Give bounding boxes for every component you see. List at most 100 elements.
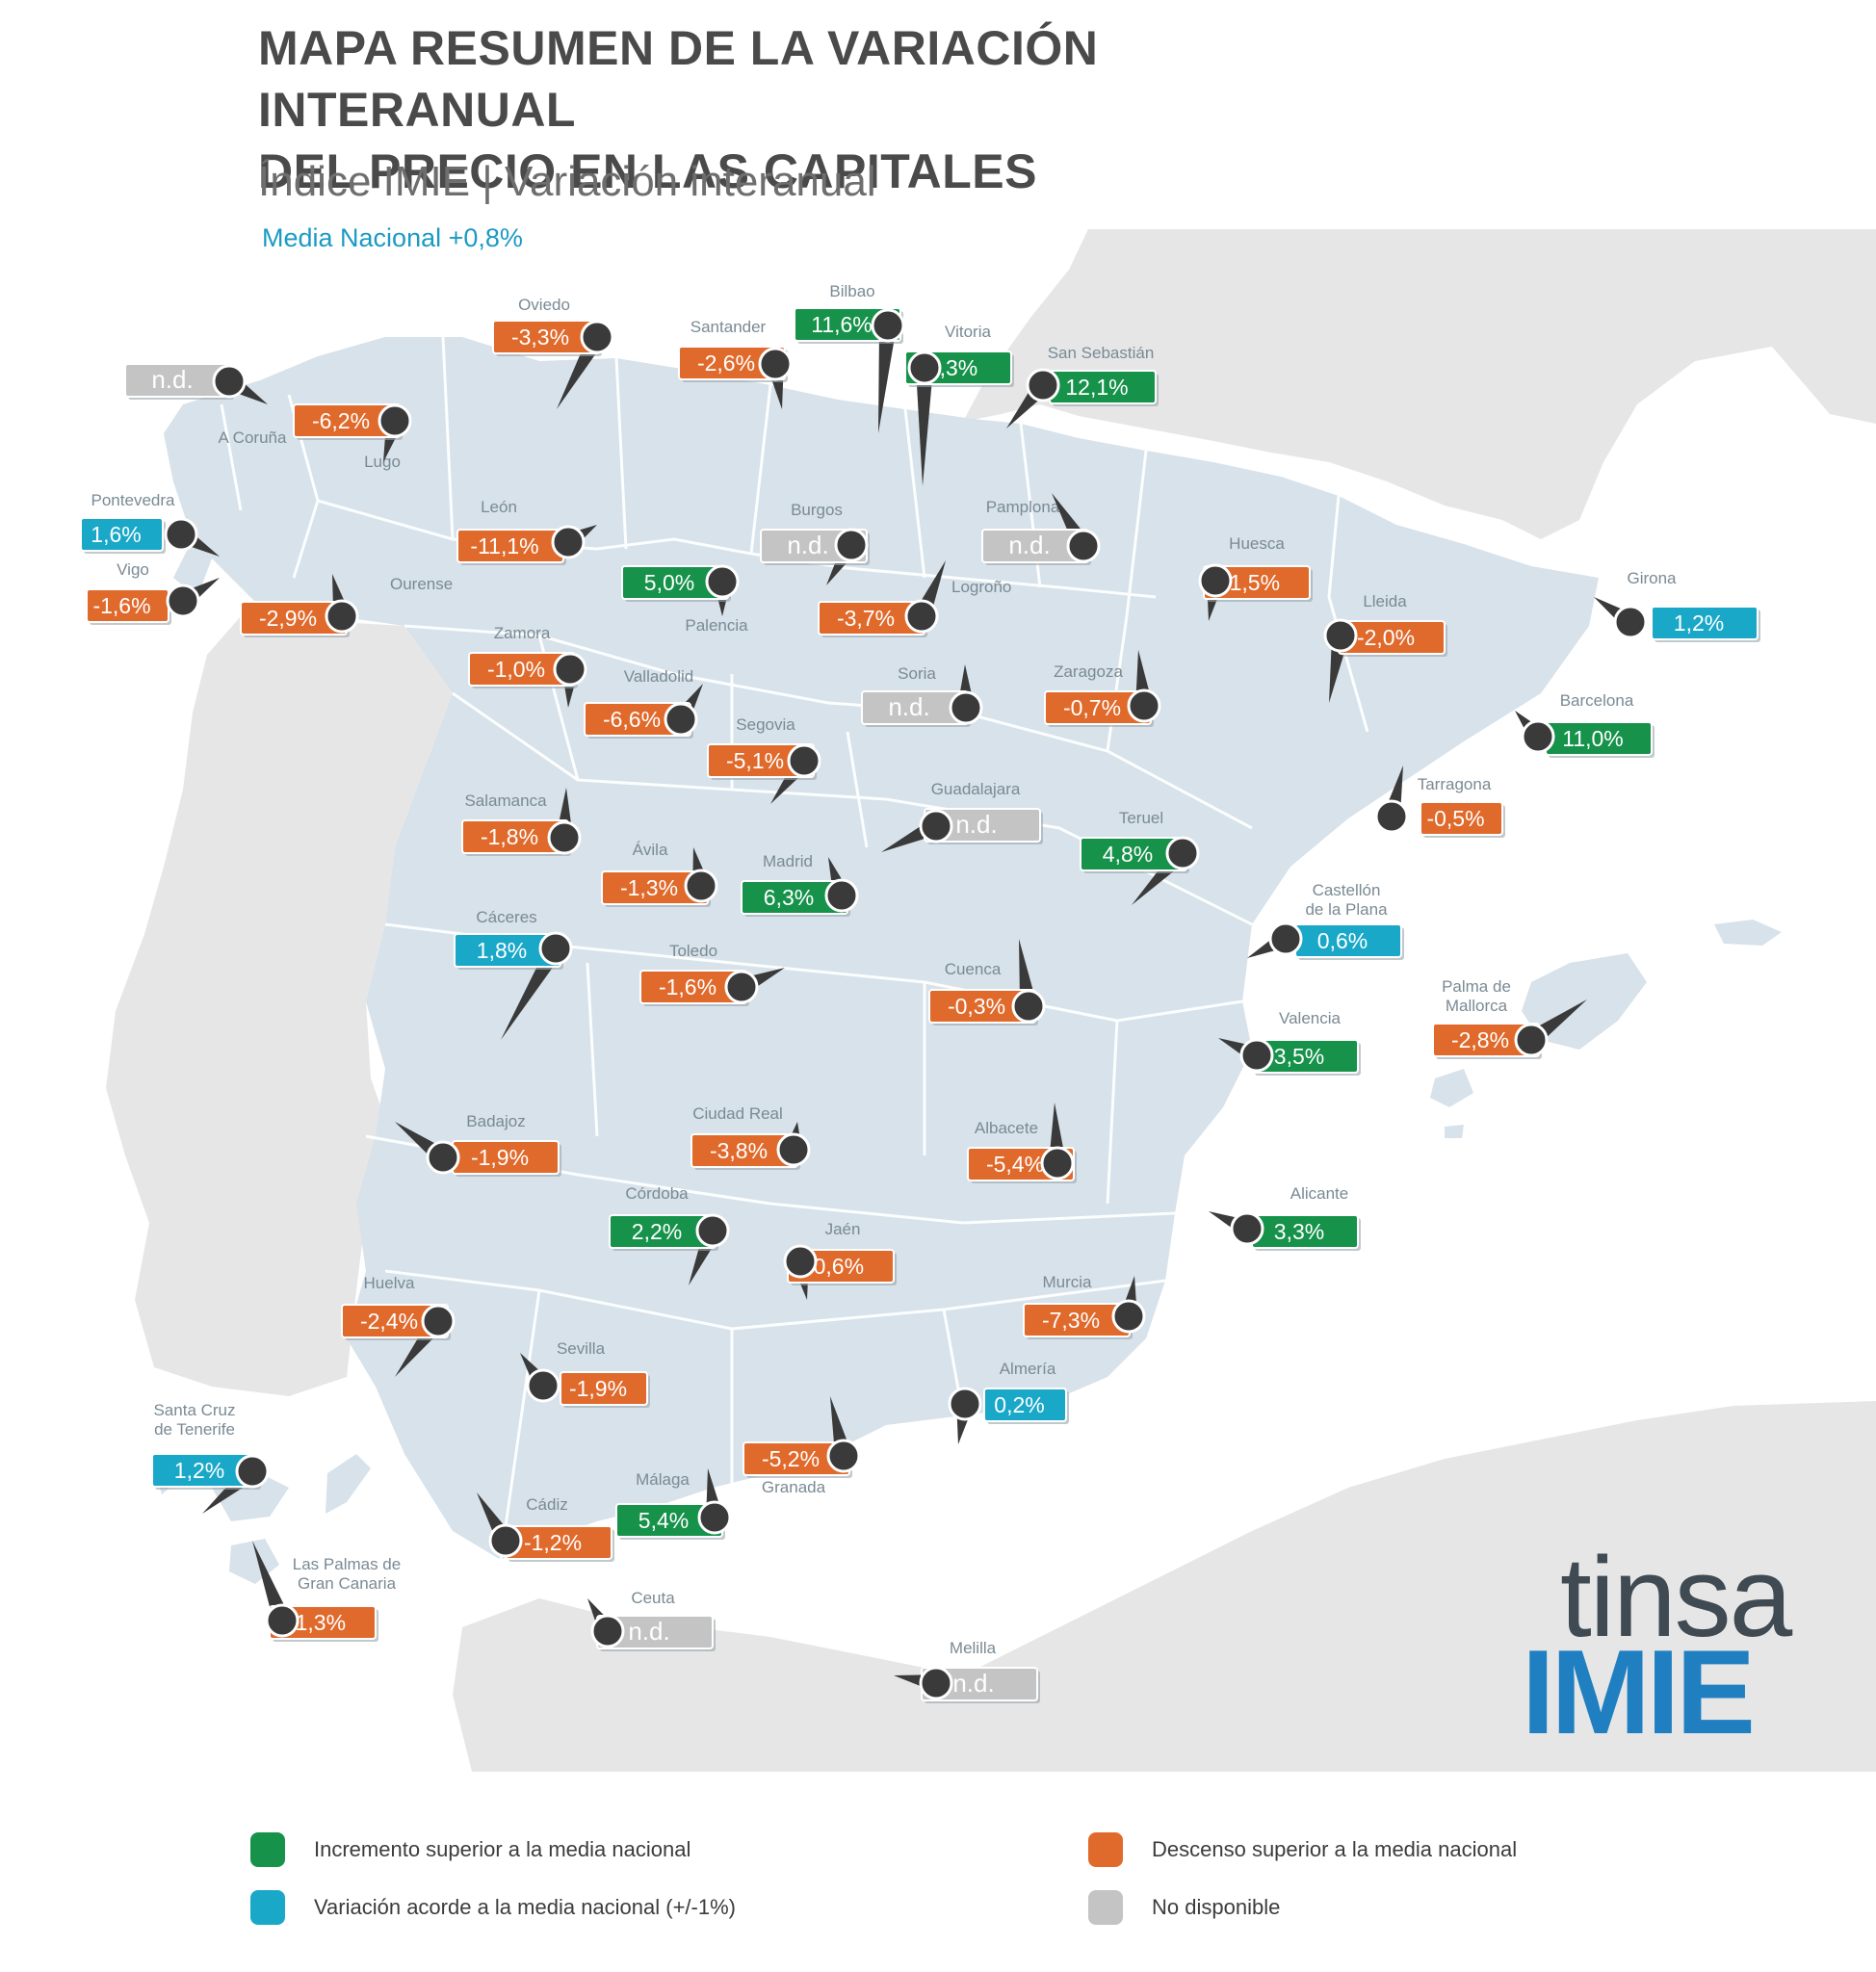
value-text-leon: -11,1% xyxy=(470,533,538,558)
city-name-sevilla: Sevilla xyxy=(557,1339,606,1358)
city-name-ciudad-real: Ciudad Real xyxy=(692,1104,783,1123)
pin-head-palencia xyxy=(705,564,740,599)
city-marker-segovia: Segovia -5,1% xyxy=(707,715,821,804)
value-text-lugo: -6,2% xyxy=(312,408,370,433)
value-text-alicante: 3,3% xyxy=(1274,1219,1324,1244)
value-text-ourense: -2,9% xyxy=(259,606,317,631)
value-text-albacete: -5,4% xyxy=(986,1152,1044,1177)
value-text-malaga: 5,4% xyxy=(638,1508,689,1533)
city-name-alicante: Alicante xyxy=(1290,1184,1348,1203)
city-name-girona: Girona xyxy=(1627,569,1677,587)
page-subtitle: Índice IMIE | Variación interanual xyxy=(258,158,876,205)
pin-head-bilbao xyxy=(871,308,905,343)
value-text-cuenca: -0,3% xyxy=(948,994,1005,1019)
city-marker-granada: Granada -5,2% xyxy=(743,1396,861,1496)
legend-swatch-na xyxy=(1088,1890,1123,1925)
city-name-a-coruna: A Coruña xyxy=(219,428,287,447)
pin-head-valladolid xyxy=(664,702,698,737)
pin-head-caceres xyxy=(538,931,573,966)
pin-tail-vitoria xyxy=(916,367,933,486)
pin-head-leon xyxy=(551,525,586,559)
city-name-santander: Santander xyxy=(690,318,767,336)
city-marker-almeria: Almería 0,2% xyxy=(948,1360,1069,1444)
pin-head-melilla xyxy=(919,1666,953,1700)
value-text-avila: -1,3% xyxy=(620,875,678,900)
city-marker-santander: Santander -2,6% xyxy=(678,318,793,409)
city-name-vigo: Vigo xyxy=(117,560,149,579)
value-text-logrono: -3,7% xyxy=(837,606,895,631)
city-name-castellon-de-la-plana: Castellón xyxy=(1313,881,1381,899)
city-name-segovia: Segovia xyxy=(736,715,795,734)
value-text-madrid: 6,3% xyxy=(764,885,814,910)
pin-head-toledo xyxy=(724,970,759,1004)
city-marker-sevilla: Sevilla -1,9% xyxy=(520,1339,650,1408)
city-name-santa-cruz-de-tenerife: Santa Cruz xyxy=(153,1401,235,1419)
value-text-cadiz: -1,2% xyxy=(524,1530,582,1555)
city-name-albacete: Albacete xyxy=(975,1119,1038,1137)
pin-head-badajoz xyxy=(426,1140,460,1175)
city-marker-a-coruna: A Coruña xyxy=(219,428,287,447)
city-name-logrono: Logroño xyxy=(951,578,1011,596)
city-name-valladolid: Valladolid xyxy=(624,667,693,686)
pin-head-ceuta xyxy=(590,1614,625,1648)
city-marker-ceuta: Ceuta n.d. xyxy=(587,1589,716,1651)
pin-head-las-palmas-de-gran-canaria xyxy=(265,1603,300,1638)
city-marker-zaragoza: Zaragoza -0,7% xyxy=(1044,650,1161,727)
city-name-zaragoza: Zaragoza xyxy=(1054,662,1123,681)
city-marker-badajoz: Badajoz -1,9% xyxy=(395,1112,561,1177)
city-name-salamanca: Salamanca xyxy=(464,791,547,810)
city-marker-huesca: Huesca-1,5% xyxy=(1198,534,1313,621)
city-name-badajoz: Badajoz xyxy=(466,1112,525,1130)
pin-head-avila xyxy=(684,869,718,903)
city-marker-salamanca: Salamanca -1,8% xyxy=(461,788,582,856)
city-name-zamora: Zamora xyxy=(494,624,551,642)
value-text-santa-cruz-de-tenerife: 1,2% xyxy=(174,1458,224,1483)
fuerteventura-island xyxy=(326,1454,371,1514)
city-marker-teruel: Teruel 4,8% xyxy=(1080,809,1200,905)
city-name-ceuta: Ceuta xyxy=(631,1589,675,1607)
legend-label-accord: Variación acorde a la media nacional (+/… xyxy=(314,1895,736,1919)
city-name-palencia: Palencia xyxy=(685,616,748,635)
pin-head-cadiz xyxy=(488,1523,523,1558)
city-name-almeria: Almería xyxy=(1000,1360,1056,1378)
pin-head-pontevedra xyxy=(164,517,198,552)
value-text-sevilla: -1,9% xyxy=(569,1376,627,1401)
city-marker-huelva: Huelva -2,4% xyxy=(341,1274,456,1377)
value-box-almeria xyxy=(983,1388,1067,1422)
city-name-burgos: Burgos xyxy=(791,501,843,519)
city-name-cuenca: Cuenca xyxy=(945,960,1002,978)
value-text-zaragoza: -0,7% xyxy=(1063,695,1121,720)
value-text-vigo: -1,6% xyxy=(92,593,150,618)
value-box-pontevedra xyxy=(80,517,164,552)
legend-na: No disponible xyxy=(1088,1890,1280,1925)
city-marker-valladolid: Valladolid -6,6% xyxy=(584,667,703,739)
city-marker-logrono: Logroño -3,7% xyxy=(818,560,1011,637)
city-name-lugo: Lugo xyxy=(364,453,401,471)
pin-head-almeria xyxy=(948,1387,982,1421)
value-text-bilbao: 11,6% xyxy=(811,312,873,337)
value-text-caceres: 1,8% xyxy=(477,938,527,963)
value-text-melilla: n.d. xyxy=(952,1669,994,1698)
pin-head-sevilla xyxy=(526,1368,560,1403)
city-name-pamplona: Pamplona xyxy=(986,498,1060,516)
city-marker-tarragona: Tarragona -0,5% xyxy=(1374,765,1505,838)
pin-head-palma-de-mallorca xyxy=(1514,1023,1549,1057)
pin-head-albacete xyxy=(1040,1146,1075,1181)
province-borders xyxy=(220,336,1369,1561)
value-text-oviedo: -3,3% xyxy=(511,324,569,350)
value-text-huelva: -2,4% xyxy=(360,1309,418,1334)
city-name-guadalajara: Guadalajara xyxy=(931,780,1021,798)
value-text-pamplona: n.d. xyxy=(1008,531,1050,559)
pin-head-cordoba xyxy=(695,1213,730,1248)
value-text-burgos: n.d. xyxy=(787,531,828,559)
pin-head-lugo xyxy=(378,403,412,438)
tinsa-imie-logo: tinsa IMIE xyxy=(1512,1541,1839,1752)
spain-landmass xyxy=(164,337,1599,1560)
pin-head-malaga xyxy=(697,1500,732,1535)
pin-head-guadalajara xyxy=(919,809,953,843)
pin-head-santander xyxy=(758,347,793,381)
value-text-barcelona: 11,0% xyxy=(1562,726,1624,751)
